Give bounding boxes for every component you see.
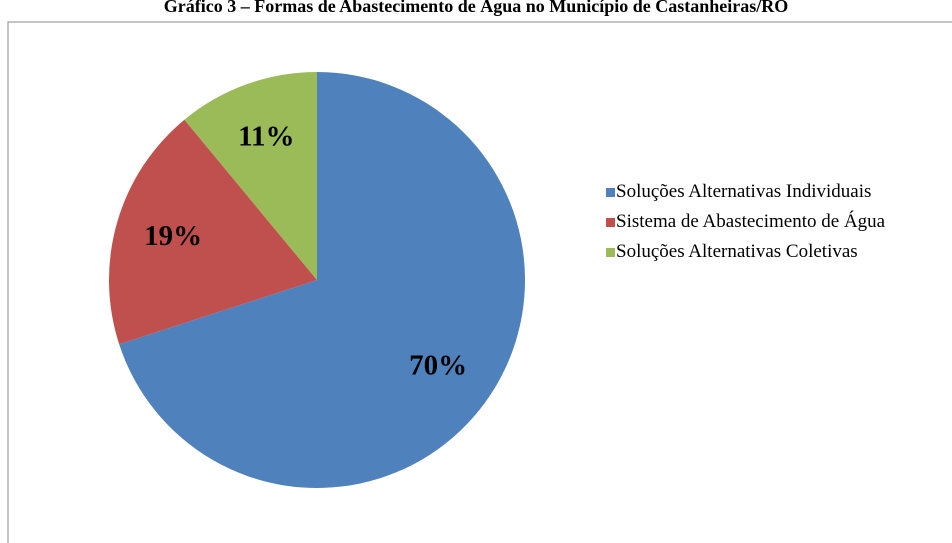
legend-item: Sistema de Abastecimento de Água	[606, 208, 936, 236]
value-label: 70%	[409, 350, 467, 382]
pie-slice	[109, 119, 318, 345]
legend-item: Soluções Alternativas Individuais	[606, 178, 936, 206]
legend-swatch	[606, 248, 615, 257]
pie-slice	[119, 72, 526, 488]
legend-label: Sistema de Abastecimento de Água	[616, 211, 886, 232]
legend: Soluções Alternativas Individuais Sistema…	[606, 178, 936, 268]
value-label: 19%	[144, 220, 202, 252]
legend-swatch	[606, 188, 615, 197]
legend-swatch	[606, 218, 615, 227]
chart-title: Gráfico 3 – Formas de Abastecimento de Á…	[164, 0, 788, 16]
pie-slice	[184, 72, 317, 280]
legend-item: Soluções Alternativas Coletivas	[606, 238, 936, 266]
legend-label: Soluções Alternativas Individuais	[616, 181, 872, 202]
legend-label: Soluções Alternativas Coletivas	[616, 241, 858, 262]
value-label: 11%	[238, 121, 294, 153]
